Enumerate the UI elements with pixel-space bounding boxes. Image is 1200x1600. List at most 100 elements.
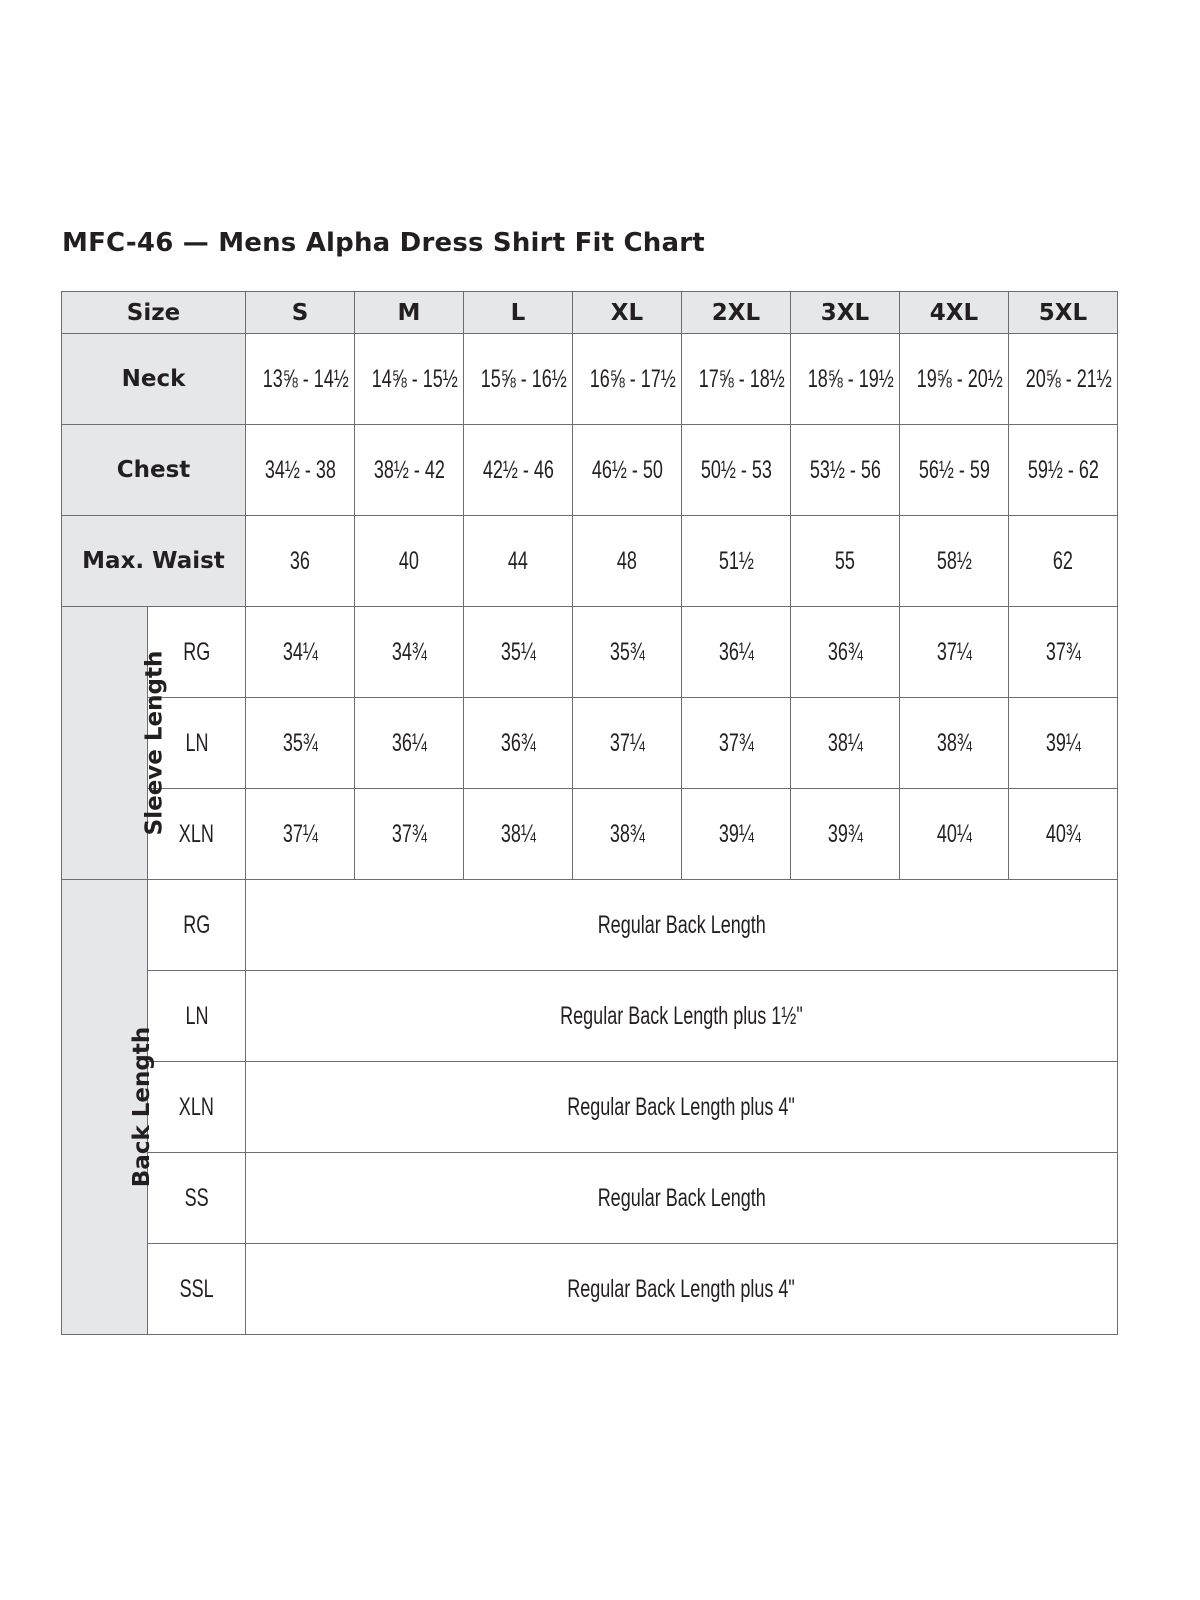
size-column-header: 4XL: [899, 291, 1009, 334]
back-length-row: Back Length RG Regular Back Length: [61, 879, 1118, 1335]
table-cell: 40¾: [1008, 788, 1118, 880]
sub-label: RG: [147, 606, 246, 698]
table-cell: Regular Back Length: [245, 879, 1118, 971]
cell-value: 15⅝ - 16½: [480, 364, 567, 393]
cell-value: SSL: [179, 1274, 214, 1303]
cell-value: Regular Back Length plus 1½": [560, 1001, 803, 1030]
sub-label: XLN: [147, 1061, 246, 1153]
measurement-row: Neck 13⅝ - 14½ 14⅝ - 15½ 15⅝ - 16½ 16⅝ - 17½…: [61, 333, 1118, 425]
cell-value: 34¾: [391, 637, 427, 666]
cell-value: 55: [834, 546, 856, 575]
cell-value: 37¼: [282, 819, 318, 848]
cell-value: 59½ - 62: [1027, 455, 1099, 484]
cell-value: 37¼: [936, 637, 972, 666]
back-length-group: Back Length: [61, 879, 155, 1335]
table-cell: 59½ - 62: [1008, 424, 1118, 516]
cell-value: RG: [183, 637, 210, 666]
table-cell: 46½ - 50: [572, 424, 682, 516]
table-cell: 15⅝ - 16½: [463, 333, 573, 425]
table-cell: 37¾: [354, 788, 464, 880]
table-cell: 34¼: [245, 606, 355, 698]
size-column-header: XL: [572, 291, 682, 334]
back-length-row: SSL Regular Back Length plus 4": [62, 1243, 1118, 1335]
cell-value: 38¼: [827, 728, 863, 757]
table-cell: 37¼: [245, 788, 355, 880]
back-length-row: SS Regular Back Length: [62, 1152, 1118, 1244]
cell-value: 36¼: [718, 637, 754, 666]
table-cell: 56½ - 59: [899, 424, 1009, 516]
cell-value: 36¼: [391, 728, 427, 757]
cell-value: 39¼: [718, 819, 754, 848]
cell-value: 39¾: [827, 819, 863, 848]
cell-value: 38¼: [500, 819, 536, 848]
cell-value: 53½ - 56: [809, 455, 881, 484]
table-cell: 38¾: [572, 788, 682, 880]
cell-value: 37¾: [1045, 637, 1081, 666]
cell-value: 40¼: [936, 819, 972, 848]
table-cell: 38¼: [790, 697, 900, 789]
table-cell: 35¾: [245, 697, 355, 789]
table-cell: Regular Back Length plus 1½": [245, 970, 1118, 1062]
cell-value: XLN: [178, 819, 215, 848]
table-cell: 35¾: [572, 606, 682, 698]
table-cell: 58½: [899, 515, 1009, 607]
size-header: Size: [61, 291, 246, 334]
back-length-row: LN Regular Back Length plus 1½": [62, 970, 1118, 1062]
cell-value: 38½ - 42: [373, 455, 445, 484]
table-cell: 37¼: [899, 606, 1009, 698]
size-column-header: 5XL: [1008, 291, 1118, 334]
size-column-header: 2XL: [681, 291, 791, 334]
cell-value: Regular Back Length plus 4": [567, 1274, 796, 1303]
cell-value: 14⅝ - 15½: [371, 364, 458, 393]
table-cell: 37¾: [681, 697, 791, 789]
cell-value: 17⅝ - 18½: [698, 364, 785, 393]
cell-value: 40: [398, 546, 420, 575]
cell-value: 38¾: [936, 728, 972, 757]
table-cell: 37¾: [1008, 606, 1118, 698]
table-cell: 38½ - 42: [354, 424, 464, 516]
header-row: Size S M L XL 2XL 3XL 4XL 5XL: [61, 291, 1118, 334]
cell-value: 44: [507, 546, 529, 575]
group-label: Back Length: [129, 1026, 156, 1188]
table-cell: 39¾: [790, 788, 900, 880]
cell-value: 35¼: [500, 637, 536, 666]
cell-value: 37¼: [609, 728, 645, 757]
table-cell: 44: [463, 515, 573, 607]
cell-value: 40¾: [1045, 819, 1081, 848]
table-cell: 48: [572, 515, 682, 607]
table-cell: 37¼: [572, 697, 682, 789]
table-cell: 14⅝ - 15½: [354, 333, 464, 425]
group-label: Sleeve Length: [141, 650, 168, 836]
cell-value: 36¾: [500, 728, 536, 757]
table-cell: 20⅝ - 21½: [1008, 333, 1118, 425]
cell-value: 19⅝ - 20½: [916, 364, 1003, 393]
row-label: Chest: [61, 424, 246, 516]
table-cell: 38¼: [463, 788, 573, 880]
cell-value: 36: [289, 546, 311, 575]
table-cell: 51½: [681, 515, 791, 607]
cell-value: 39¼: [1045, 728, 1081, 757]
cell-value: 50½ - 53: [700, 455, 772, 484]
cell-value: 20⅝ - 21½: [1025, 364, 1112, 393]
cell-value: LN: [184, 1001, 209, 1030]
table-cell: Regular Back Length plus 4": [245, 1061, 1118, 1153]
cell-value: 13⅝ - 14½: [262, 364, 349, 393]
table-cell: 40: [354, 515, 464, 607]
sleeve-row: LN 35¾ 36¼ 36¾ 37¼ 37¾ 38¼ 38¾ 39¼: [62, 697, 1118, 789]
cell-value: XLN: [178, 1092, 215, 1121]
table-cell: Regular Back Length: [245, 1152, 1118, 1244]
sub-label: SS: [147, 1152, 246, 1244]
table-cell: 18⅝ - 19½: [790, 333, 900, 425]
table-cell: 62: [1008, 515, 1118, 607]
table-cell: 50½ - 53: [681, 424, 791, 516]
cell-value: 34½ - 38: [264, 455, 336, 484]
table-cell: 40¼: [899, 788, 1009, 880]
table-cell: 36¼: [354, 697, 464, 789]
cell-value: 37¾: [718, 728, 754, 757]
cell-value: RG: [183, 910, 210, 939]
sleeve-row: Sleeve Length RG 34¼ 34¾ 35¼ 35¾ 36¼ 36¾ 37¼ 37¾: [61, 606, 1118, 880]
size-column-header: S: [245, 291, 355, 334]
sub-label: RG: [147, 879, 246, 971]
cell-value: Regular Back Length: [597, 1183, 766, 1212]
cell-value: 34¼: [282, 637, 318, 666]
